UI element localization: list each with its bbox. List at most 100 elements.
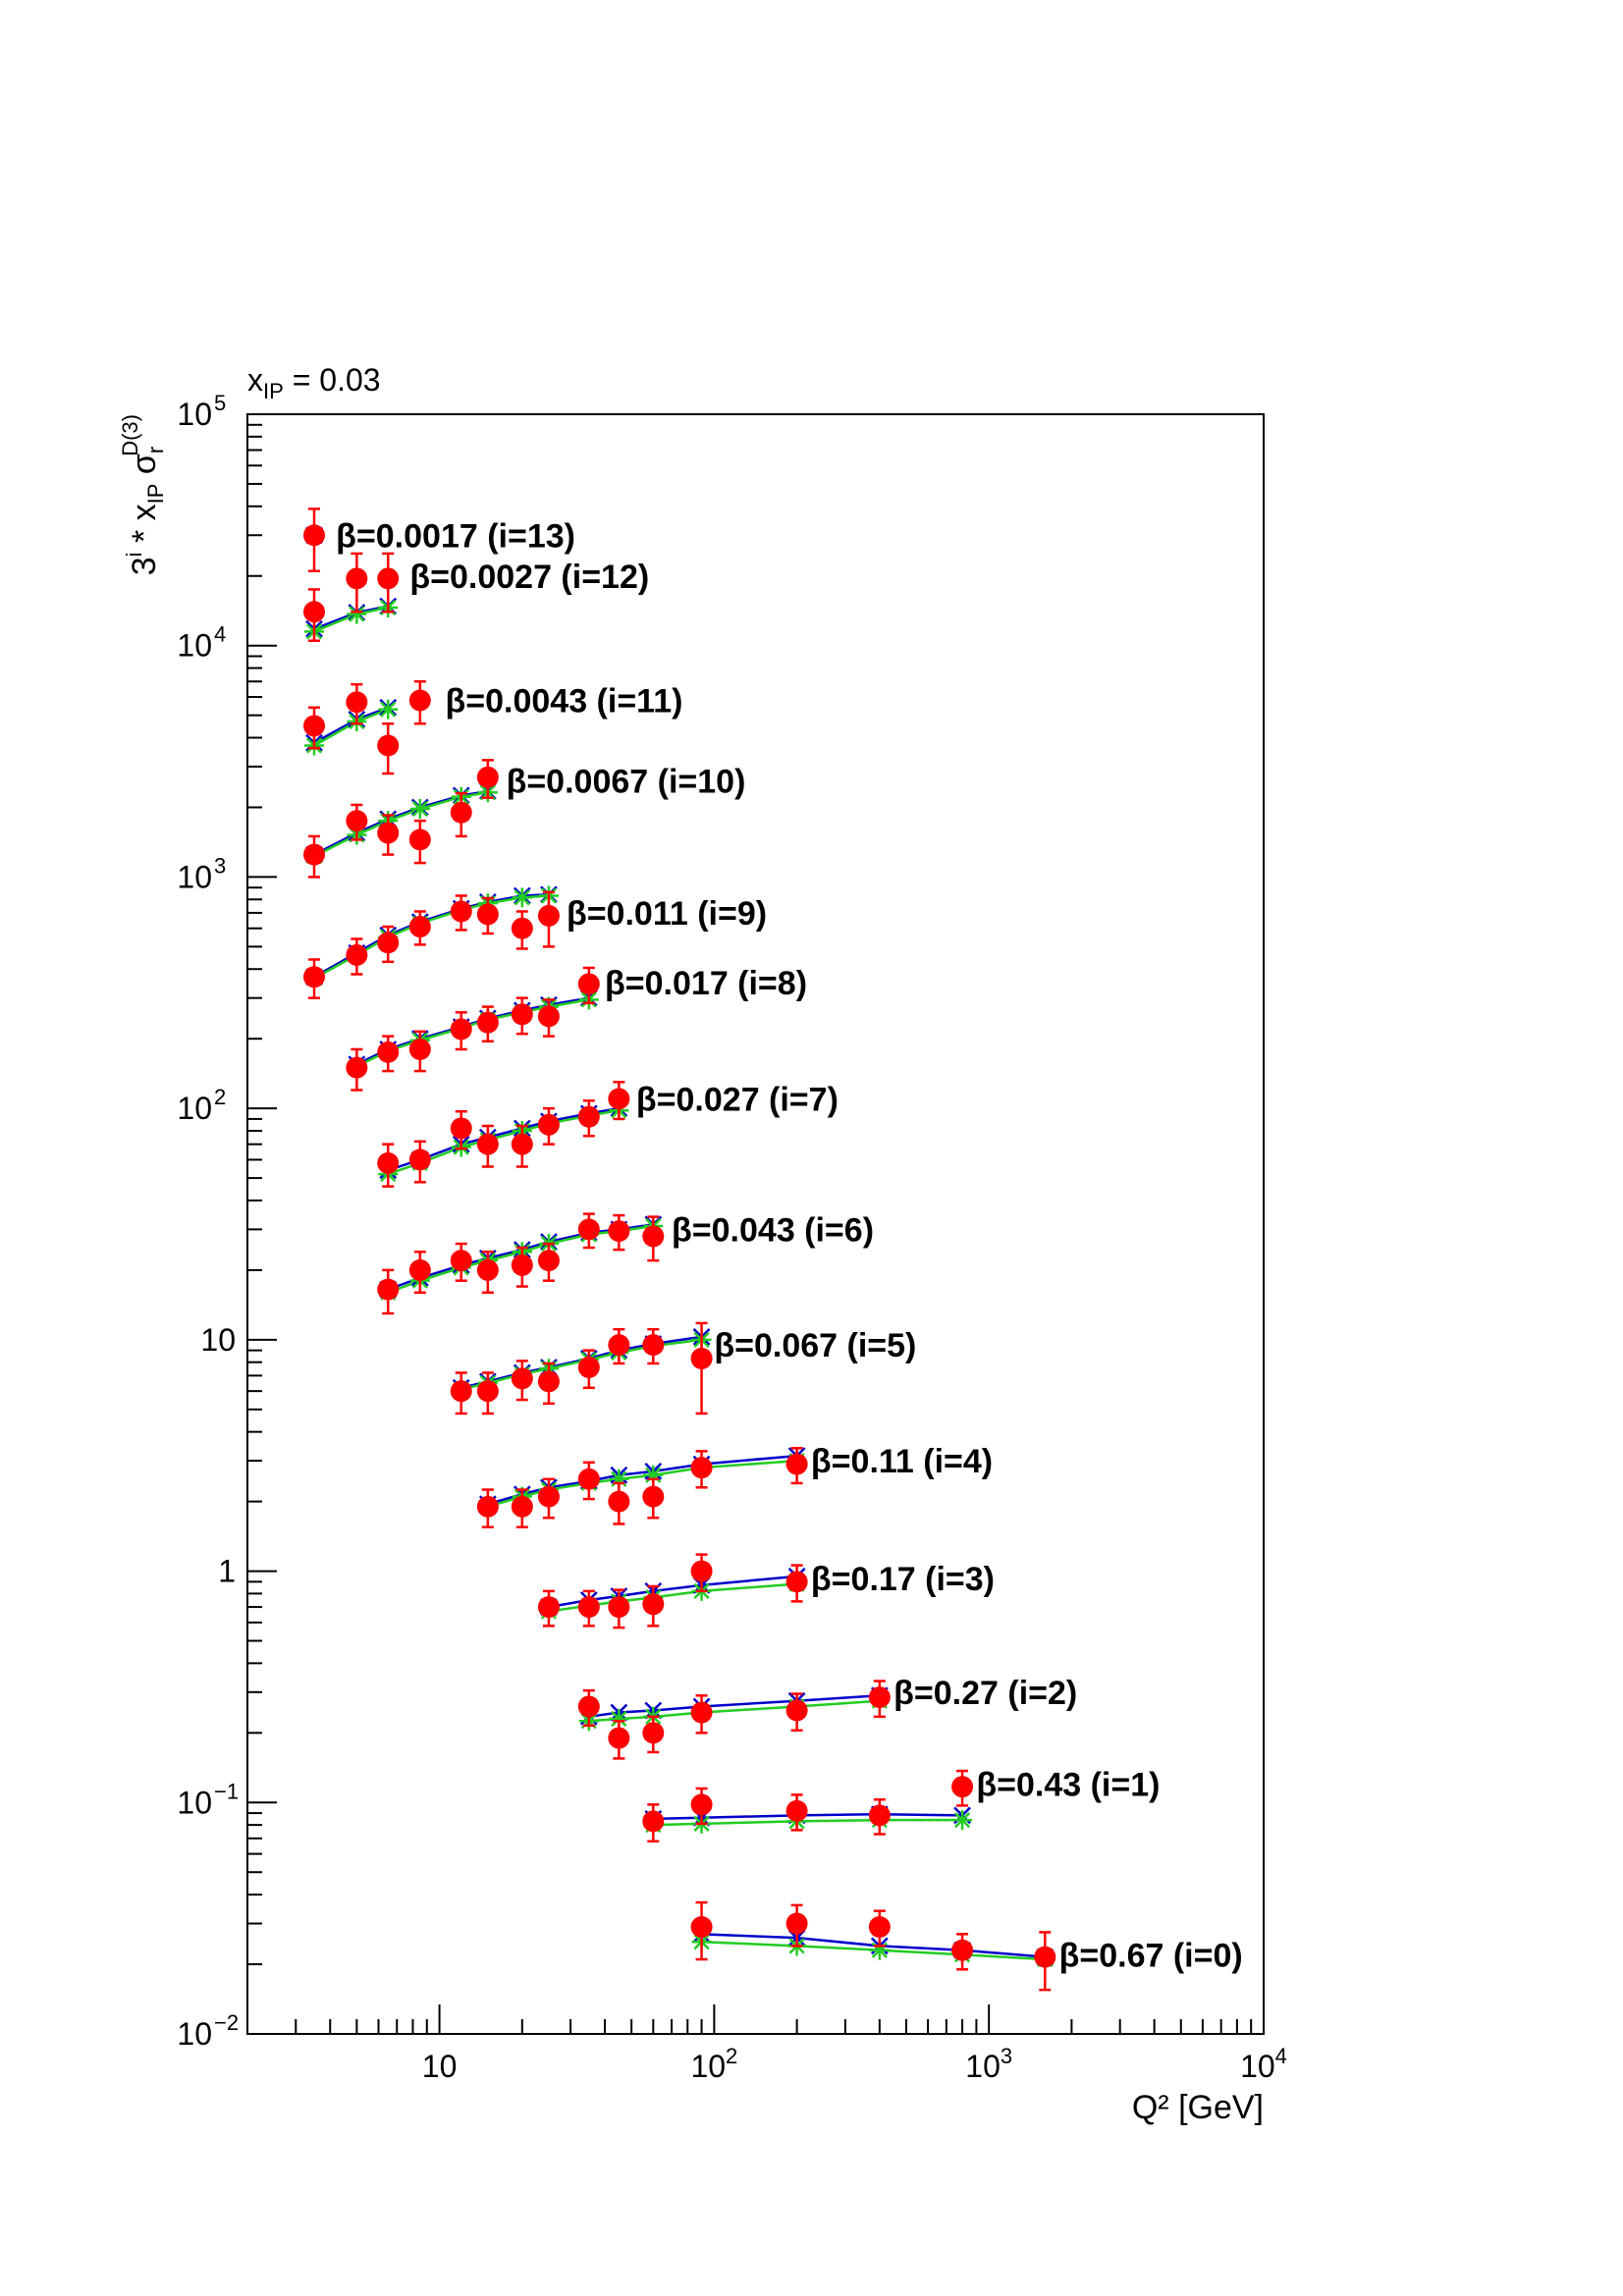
data-point xyxy=(785,1453,808,1475)
data-point xyxy=(608,1596,630,1619)
y-tick-label-exponent: 4 xyxy=(214,622,226,647)
data-point xyxy=(450,1117,472,1140)
data-point xyxy=(303,601,326,623)
data-point xyxy=(450,1380,472,1403)
data-point xyxy=(511,1003,533,1026)
series-label: β=0.0067 (i=10) xyxy=(507,764,746,801)
data-point xyxy=(785,1912,808,1935)
data-point xyxy=(377,822,400,844)
data-point xyxy=(537,1370,560,1393)
y-tick-label: 10 xyxy=(177,1091,212,1126)
data-point xyxy=(690,1560,713,1582)
data-point xyxy=(346,567,368,590)
data-point xyxy=(537,1485,560,1508)
series-group xyxy=(303,885,560,999)
series-group xyxy=(303,552,400,642)
series-label: β=0.011 (i=9) xyxy=(567,895,767,933)
data-point xyxy=(408,916,431,938)
y-axis-label: 3i * xIP σrD(3) xyxy=(118,414,168,575)
series-group xyxy=(303,679,431,775)
data-point xyxy=(346,943,368,966)
data-point xyxy=(608,1220,630,1243)
series-label: β=0.67 (i=0) xyxy=(1059,1937,1243,1974)
y-tick-label: 10 xyxy=(177,2016,212,2052)
model-marker-green xyxy=(953,1812,971,1829)
data-point xyxy=(346,810,368,832)
data-point xyxy=(377,1278,400,1301)
series-label: β=0.17 (i=3) xyxy=(811,1561,995,1598)
model-curve-green xyxy=(313,894,550,980)
series-group xyxy=(346,966,600,1092)
data-point xyxy=(690,1347,713,1369)
plot-frame xyxy=(246,413,1265,2035)
y-tick-label-exponent: −1 xyxy=(214,1779,239,1803)
data-point xyxy=(408,1258,431,1281)
data-point xyxy=(377,1041,400,1063)
model-marker-green xyxy=(514,889,530,906)
data-point xyxy=(511,917,533,939)
data-point xyxy=(476,766,499,788)
x-axis-label: Q² [GeV] xyxy=(1132,2089,1264,2126)
data-point xyxy=(511,1133,533,1155)
data-point xyxy=(476,1133,499,1155)
data-point xyxy=(690,1916,713,1939)
data-point xyxy=(408,689,431,712)
model-curve-blue xyxy=(588,1694,880,1719)
model-marker-green xyxy=(411,800,428,818)
data-point xyxy=(577,1356,600,1378)
data-point xyxy=(951,1939,974,1961)
data-point xyxy=(450,1018,472,1041)
data-point xyxy=(577,1468,600,1490)
data-point xyxy=(868,1804,891,1827)
series-group xyxy=(377,1081,630,1188)
series-label: β=0.027 (i=7) xyxy=(636,1081,839,1118)
data-point xyxy=(608,1334,630,1357)
data-point xyxy=(537,1250,560,1272)
data-point xyxy=(537,904,560,927)
data-point xyxy=(642,1722,665,1744)
y-tick-label: 10 xyxy=(177,859,212,894)
model-marker-green xyxy=(380,701,397,718)
y-tick-label: 10 xyxy=(200,1322,236,1358)
series-label: β=0.067 (i=5) xyxy=(714,1327,916,1364)
data-point xyxy=(476,1011,499,1034)
data-point xyxy=(476,903,499,926)
series-group xyxy=(377,1212,665,1315)
data-point xyxy=(377,932,400,954)
y-tick-label: 10 xyxy=(177,628,212,664)
series-group xyxy=(690,1900,1056,1992)
data-point xyxy=(785,1699,808,1722)
y-tick-label: 10 xyxy=(177,1785,212,1820)
data-point xyxy=(690,1793,713,1816)
data-point xyxy=(951,1776,974,1798)
data-point xyxy=(608,1490,630,1513)
model-curve-blue xyxy=(313,893,549,979)
series-label: β=0.27 (i=2) xyxy=(893,1675,1077,1712)
data-point xyxy=(577,1596,600,1619)
data-point xyxy=(303,524,326,547)
x-tick-label: 102 xyxy=(690,2044,737,2084)
data-point xyxy=(785,1571,808,1593)
series-labels: β=0.0017 (i=13) β=0.0027 (i=12) β=0.0043 (… xyxy=(336,517,1243,1974)
data-point xyxy=(511,1367,533,1390)
model-curve-green xyxy=(487,1459,797,1509)
data-point xyxy=(303,843,326,866)
data-point xyxy=(408,1038,431,1060)
data-point xyxy=(476,1495,499,1518)
series-label: β=0.043 (i=6) xyxy=(672,1211,874,1249)
data-point xyxy=(303,715,326,737)
data-point xyxy=(450,801,472,824)
data-point xyxy=(537,1596,560,1619)
data-point xyxy=(577,1105,600,1128)
data-point xyxy=(868,1686,891,1709)
data-point xyxy=(642,1593,665,1616)
data-point xyxy=(868,1916,891,1939)
data-point xyxy=(346,691,368,714)
series-group xyxy=(577,1680,891,1760)
data-point xyxy=(377,734,400,757)
data-point xyxy=(346,1056,368,1079)
data-point xyxy=(303,966,326,988)
series-label: β=0.0017 (i=13) xyxy=(336,517,575,555)
series-group xyxy=(476,1447,808,1528)
